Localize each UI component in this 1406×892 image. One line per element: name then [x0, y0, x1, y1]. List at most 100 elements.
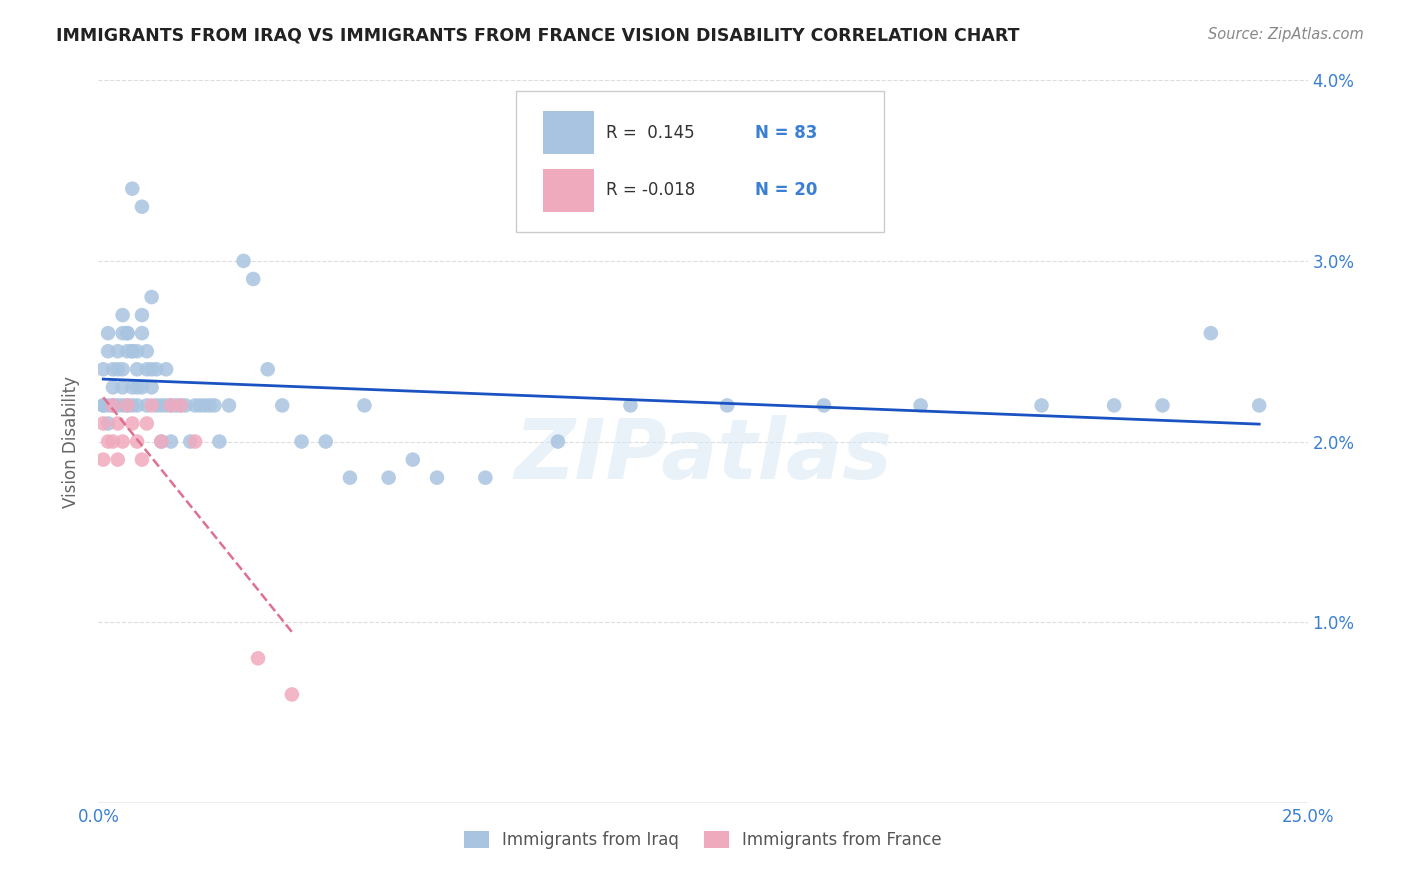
Point — [813, 398, 835, 412]
Point — [91, 398, 114, 412]
Point — [1102, 398, 1125, 412]
Point — [619, 398, 641, 412]
Point — [97, 326, 120, 340]
Point — [91, 452, 114, 467]
Point — [101, 398, 124, 412]
Point — [474, 471, 496, 485]
Point — [290, 434, 312, 449]
Point — [141, 398, 163, 412]
Point — [101, 380, 124, 394]
Point — [111, 362, 134, 376]
Point — [198, 398, 221, 412]
Text: R = -0.018: R = -0.018 — [606, 181, 696, 200]
Point — [117, 326, 139, 340]
Point — [111, 308, 134, 322]
Point — [121, 344, 143, 359]
Point — [141, 380, 163, 394]
Point — [135, 417, 157, 431]
Point — [188, 398, 211, 412]
Point — [101, 398, 124, 412]
Point — [547, 434, 569, 449]
Point — [91, 398, 114, 412]
Point — [131, 308, 153, 322]
Point — [1249, 398, 1271, 412]
Point — [208, 434, 231, 449]
Point — [117, 398, 139, 412]
Point — [97, 398, 120, 412]
Text: N = 83: N = 83 — [755, 124, 817, 142]
Point — [131, 200, 153, 214]
Point — [107, 362, 129, 376]
Point — [121, 398, 143, 412]
Point — [117, 398, 139, 412]
Point — [127, 362, 149, 376]
Point — [107, 452, 129, 467]
Point — [101, 434, 124, 449]
Point — [315, 434, 337, 449]
Point — [145, 398, 167, 412]
Point — [204, 398, 226, 412]
Point — [97, 344, 120, 359]
Point — [194, 398, 217, 412]
Point — [117, 326, 139, 340]
Point — [127, 380, 149, 394]
Point — [127, 398, 149, 412]
Point — [101, 362, 124, 376]
Point — [150, 434, 173, 449]
Point — [150, 398, 173, 412]
Point — [271, 398, 294, 412]
Point — [1031, 398, 1053, 412]
Point — [174, 398, 197, 412]
FancyBboxPatch shape — [516, 91, 884, 232]
Point — [107, 398, 129, 412]
Point — [121, 380, 143, 394]
Point — [1152, 398, 1174, 412]
Point — [218, 398, 240, 412]
Point — [131, 326, 153, 340]
Point — [111, 326, 134, 340]
Point — [155, 362, 177, 376]
Point — [150, 434, 173, 449]
Text: R =  0.145: R = 0.145 — [606, 124, 695, 142]
Point — [135, 398, 157, 412]
Point — [160, 398, 183, 412]
Point — [127, 434, 149, 449]
Point — [155, 398, 177, 412]
Point — [121, 344, 143, 359]
Point — [184, 434, 207, 449]
Point — [426, 471, 449, 485]
Point — [117, 344, 139, 359]
Point — [160, 434, 183, 449]
Point — [716, 398, 738, 412]
Point — [353, 398, 375, 412]
Point — [169, 398, 191, 412]
Point — [97, 434, 120, 449]
Point — [339, 471, 361, 485]
Point — [91, 417, 114, 431]
Point — [145, 362, 167, 376]
Legend: Immigrants from Iraq, Immigrants from France: Immigrants from Iraq, Immigrants from Fr… — [457, 824, 949, 856]
Point — [179, 434, 201, 449]
Point — [247, 651, 270, 665]
Point — [169, 398, 191, 412]
Point — [101, 398, 124, 412]
Point — [402, 452, 425, 467]
Point — [160, 398, 183, 412]
Point — [91, 362, 114, 376]
Point — [141, 362, 163, 376]
Point — [97, 417, 120, 431]
Text: Source: ZipAtlas.com: Source: ZipAtlas.com — [1208, 27, 1364, 42]
Point — [121, 181, 143, 195]
Y-axis label: Vision Disability: Vision Disability — [62, 376, 80, 508]
FancyBboxPatch shape — [543, 112, 595, 154]
Point — [127, 344, 149, 359]
Point — [131, 452, 153, 467]
Point — [135, 362, 157, 376]
Point — [1199, 326, 1222, 340]
Point — [184, 398, 207, 412]
Text: N = 20: N = 20 — [755, 181, 817, 200]
Point — [107, 344, 129, 359]
Text: IMMIGRANTS FROM IRAQ VS IMMIGRANTS FROM FRANCE VISION DISABILITY CORRELATION CHA: IMMIGRANTS FROM IRAQ VS IMMIGRANTS FROM … — [56, 27, 1019, 45]
Point — [242, 272, 264, 286]
Point — [910, 398, 932, 412]
